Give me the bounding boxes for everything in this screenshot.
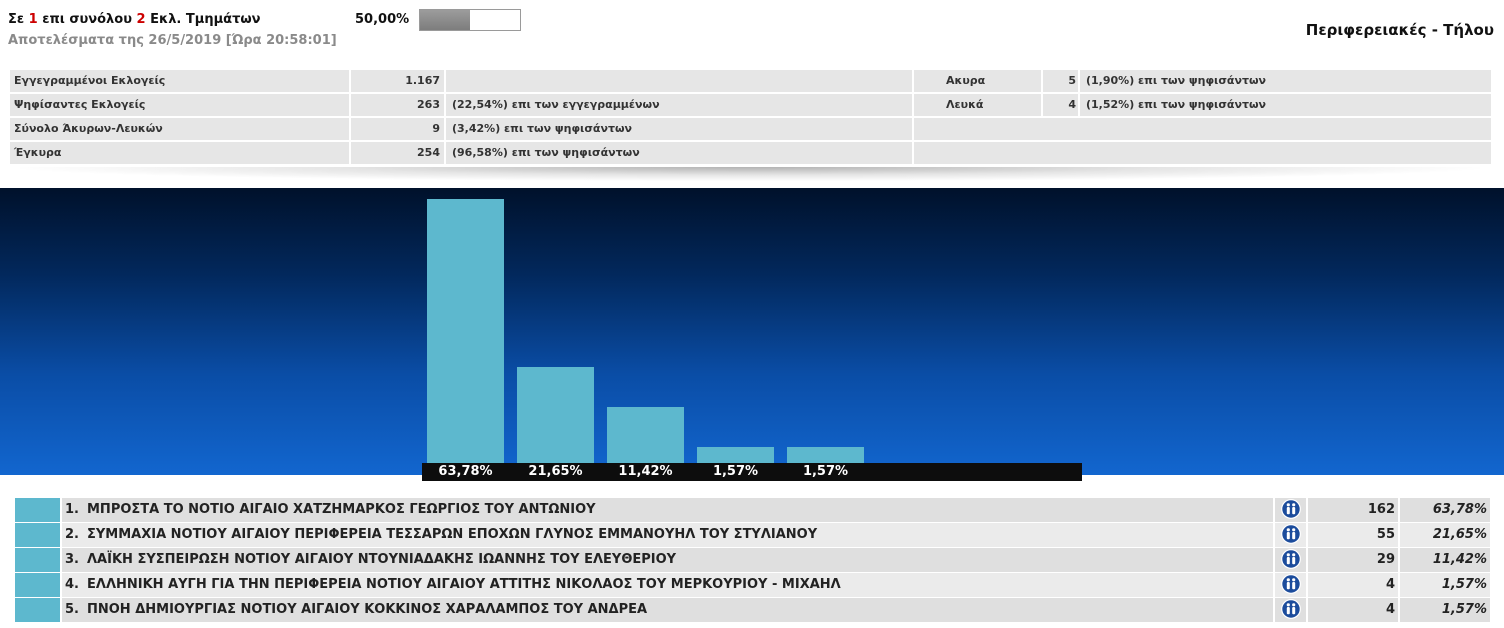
sections-prefix: Σε [8,12,25,27]
candidate-rank: 5. [65,602,79,617]
results-timestamp: Αποτελέσματα της 26/5/2019 [Ώρα 20:58:01… [8,33,337,48]
legend-swatch [15,523,60,547]
stat-value: 4 [1043,94,1078,116]
candidate-icon-cell [1275,548,1306,572]
stat-note [446,70,912,92]
stat-label: Σύνολο Άκυρων-Λευκών [10,118,349,140]
candidate-icon-cell [1275,573,1306,597]
candidate-name-cell: 2. ΣΥΜΜΑΧΙΑ ΝΟΤΙΟΥ ΑΙΓΑΙΟΥ ΠΕΡΙΦΕΡΕΙΑ ΤΕΣ… [62,523,1273,547]
candidate-row: 4. ΕΛΛΗΝΙΚΗ ΑΥΓΗ ΓΙΑ ΤΗΝ ΠΕΡΙΦΕΡΕΙΑ ΝΟΤΙΟ… [15,573,1490,597]
stat-note: (1,52%) επι των ψηφισάντων [1080,94,1491,116]
people-icon[interactable] [1280,498,1301,519]
candidate-percent: 1,57% [1400,598,1490,622]
stat-label: Ακυρα [914,70,1041,92]
people-icon[interactable] [1280,548,1301,569]
bar-chart [0,188,1504,475]
candidate-percent: 63,78% [1400,498,1490,522]
stat-note: (3,42%) επι των ψηφισάντων [446,118,912,140]
progress-percent: 50,00% [355,12,410,27]
chart-bar [427,198,504,463]
candidate-name: ΛΑΪΚΗ ΣΥΣΠΕΙΡΩΣΗ ΝΟΤΙΟΥ ΑΙΓΑΙΟΥ ΝΤΟΥΝΙΑΔ… [87,552,677,567]
legend-swatch [15,548,60,572]
progress-bar-fill [420,10,470,30]
stat-value: 5 [1043,70,1078,92]
stat-note: (96,58%) επι των ψηφισάντων [446,142,912,164]
chart-label-strip: 63,78% 21,65% 11,42% 1,57% 1,57% [422,463,1082,481]
stat-value: 254 [351,142,444,164]
candidate-rank: 4. [65,577,79,592]
legend-swatch [15,598,60,622]
stat-empty-cell [914,118,1491,140]
candidate-percent: 1,57% [1400,573,1490,597]
candidate-rank: 2. [65,527,79,542]
chart-bar [517,366,594,463]
candidate-name-cell: 5. ΠΝΟΗ ΔΗΜΙΟΥΡΓΙΑΣ ΝΟΤΙΟΥ ΑΙΓΑΙΟΥ ΚΟΚΚΙΝ… [62,598,1273,622]
people-icon[interactable] [1280,523,1301,544]
candidate-icon-cell [1275,523,1306,547]
chart-bar [607,407,684,463]
stat-label: Λευκά [914,94,1041,116]
stat-empty-cell [914,142,1491,164]
candidate-name: ΜΠΡΟΣΤΑ ΤΟ ΝΟΤΙΟ ΑΙΓΑΙΟ ΧΑΤΖΗΜΑΡΚΟΣ ΓΕΩΡ… [87,502,596,517]
stats-table: Εγγεγραμμένοι Εκλογείς 1.167 Ακυρα 5 (1,… [8,68,1493,166]
legend-swatch [15,498,60,522]
stats-row: Εγγεγραμμένοι Εκλογείς 1.167 Ακυρα 5 (1,… [10,70,1491,92]
stats-row: Έγκυρα 254 (96,58%) επι των ψηφισάντων [10,142,1491,164]
stat-value: 9 [351,118,444,140]
chart-bar [787,446,864,463]
candidates-table: 1. ΜΠΡΟΣΤΑ ΤΟ ΝΟΤΙΟ ΑΙΓΑΙΟ ΧΑΤΖΗΜΑΡΚΟΣ ΓΕ… [13,497,1492,623]
page-title: Περιφερειακές - Τήλου [1305,21,1494,39]
stat-note: (1,90%) επι των ψηφισάντων [1080,70,1491,92]
candidate-rank: 3. [65,552,79,567]
candidate-name-cell: 3. ΛΑΪΚΗ ΣΥΣΠΕΙΡΩΣΗ ΝΟΤΙΟΥ ΑΙΓΑΙΟΥ ΝΤΟΥΝΙ… [62,548,1273,572]
candidate-percent: 11,42% [1400,548,1490,572]
stats-row: Ψηφίσαντες Εκλογείς 263 (22,54%) επι των… [10,94,1491,116]
sections-middle: επι συνόλου [42,12,132,27]
candidate-votes: 162 [1308,498,1398,522]
legend-swatch [15,573,60,597]
people-icon[interactable] [1280,598,1301,619]
candidate-name-cell: 4. ΕΛΛΗΝΙΚΗ ΑΥΓΗ ΓΙΑ ΤΗΝ ΠΕΡΙΦΕΡΕΙΑ ΝΟΤΙΟ… [62,573,1273,597]
candidate-name: ΕΛΛΗΝΙΚΗ ΑΥΓΗ ΓΙΑ ΤΗΝ ΠΕΡΙΦΕΡΕΙΑ ΝΟΤΙΟΥ … [87,577,841,592]
candidate-percent: 21,65% [1400,523,1490,547]
stat-value: 263 [351,94,444,116]
candidate-votes: 55 [1308,523,1398,547]
candidate-icon-cell [1275,498,1306,522]
sections-total: 2 [136,12,146,27]
candidate-icon-cell [1275,598,1306,622]
stat-label: Έγκυρα [10,142,349,164]
chart-bar-label: 1,57% [712,464,759,479]
chart-bar-label: 63,78% [438,464,493,479]
sections-suffix: Εκλ. Τμημάτων [150,12,261,27]
candidate-votes: 29 [1308,548,1398,572]
chart-bar [697,446,774,463]
candidate-name: ΣΥΜΜΑΧΙΑ ΝΟΤΙΟΥ ΑΙΓΑΙΟΥ ΠΕΡΙΦΕΡΕΙΑ ΤΕΣΣΑ… [87,527,818,542]
candidate-name: ΠΝΟΗ ΔΗΜΙΟΥΡΓΙΑΣ ΝΟΤΙΟΥ ΑΙΓΑΙΟΥ ΚΟΚΚΙΝΟΣ… [87,602,648,617]
candidate-votes: 4 [1308,573,1398,597]
candidate-name-cell: 1. ΜΠΡΟΣΤΑ ΤΟ ΝΟΤΙΟ ΑΙΓΑΙΟ ΧΑΤΖΗΜΑΡΚΟΣ ΓΕ… [62,498,1273,522]
chart-bar-label: 21,65% [528,464,583,479]
progress-bar [419,9,521,31]
candidate-rank: 1. [65,502,79,517]
candidate-row: 1. ΜΠΡΟΣΤΑ ΤΟ ΝΟΤΙΟ ΑΙΓΑΙΟ ΧΑΤΖΗΜΑΡΚΟΣ ΓΕ… [15,498,1490,522]
candidate-row: 5. ΠΝΟΗ ΔΗΜΙΟΥΡΓΙΑΣ ΝΟΤΙΟΥ ΑΙΓΑΙΟΥ ΚΟΚΚΙΝ… [15,598,1490,622]
stat-note: (22,54%) επι των εγγεγραμμένων [446,94,912,116]
chart-bar-label: 1,57% [802,464,849,479]
chart-bar-label: 11,42% [618,464,673,479]
sections-counted: 1 [28,12,38,27]
candidate-row: 3. ΛΑΪΚΗ ΣΥΣΠΕΙΡΩΣΗ ΝΟΤΙΟΥ ΑΙΓΑΙΟΥ ΝΤΟΥΝΙ… [15,548,1490,572]
divider-shadow [20,167,1480,181]
stat-label: Ψηφίσαντες Εκλογείς [10,94,349,116]
stat-value: 1.167 [351,70,444,92]
sections-counter: Σε 1 επι συνόλου 2 Εκλ. Τμημάτων [8,11,261,29]
stats-row: Σύνολο Άκυρων-Λευκών 9 (3,42%) επι των ψ… [10,118,1491,140]
candidate-votes: 4 [1308,598,1398,622]
people-icon[interactable] [1280,573,1301,594]
stat-label: Εγγεγραμμένοι Εκλογείς [10,70,349,92]
candidate-row: 2. ΣΥΜΜΑΧΙΑ ΝΟΤΙΟΥ ΑΙΓΑΙΟΥ ΠΕΡΙΦΕΡΕΙΑ ΤΕΣ… [15,523,1490,547]
